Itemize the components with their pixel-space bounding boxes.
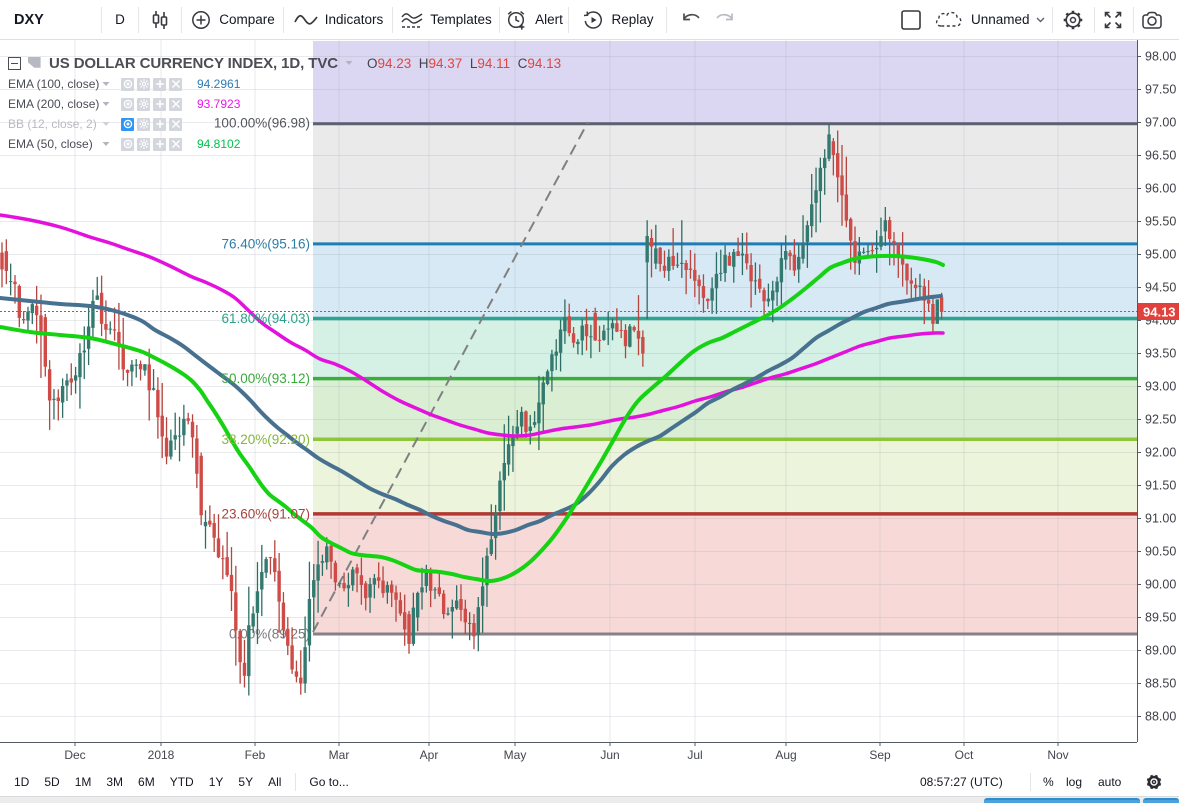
svg-text:97.00: 97.00 <box>1145 116 1176 130</box>
svg-text:Apr: Apr <box>420 748 439 762</box>
svg-text:38.20%(92.20): 38.20%(92.20) <box>221 432 310 447</box>
svg-text:91.50: 91.50 <box>1145 479 1176 493</box>
svg-text:Jun: Jun <box>600 748 619 762</box>
svg-text:Mar: Mar <box>329 748 350 762</box>
svg-text:96.50: 96.50 <box>1145 149 1176 163</box>
svg-text:100.00%(96.98): 100.00%(96.98) <box>214 116 310 131</box>
svg-text:93.00: 93.00 <box>1145 380 1176 394</box>
svg-text:Feb: Feb <box>245 748 266 762</box>
svg-text:94.50: 94.50 <box>1145 281 1176 295</box>
svg-text:Sep: Sep <box>869 748 891 762</box>
svg-text:50.00%(93.12): 50.00%(93.12) <box>221 371 310 386</box>
svg-text:91.00: 91.00 <box>1145 512 1176 526</box>
svg-text:Aug: Aug <box>775 748 796 762</box>
svg-text:93.50: 93.50 <box>1145 347 1176 361</box>
svg-text:23.60%(91.07): 23.60%(91.07) <box>221 506 310 521</box>
svg-text:90.00: 90.00 <box>1145 578 1176 592</box>
svg-text:98.00: 98.00 <box>1145 50 1176 64</box>
svg-text:92.50: 92.50 <box>1145 413 1176 427</box>
svg-text:Nov: Nov <box>1047 748 1068 762</box>
svg-text:90.50: 90.50 <box>1145 545 1176 559</box>
svg-text:Dec: Dec <box>64 748 85 762</box>
svg-text:97.50: 97.50 <box>1145 83 1176 97</box>
svg-text:76.40%(95.16): 76.40%(95.16) <box>221 236 310 251</box>
svg-text:95.00: 95.00 <box>1145 248 1176 262</box>
svg-text:Jul: Jul <box>687 748 702 762</box>
svg-text:92.00: 92.00 <box>1145 446 1176 460</box>
svg-text:Oct: Oct <box>955 748 974 762</box>
svg-text:89.00: 89.00 <box>1145 644 1176 658</box>
svg-text:96.00: 96.00 <box>1145 182 1176 196</box>
svg-text:95.50: 95.50 <box>1145 215 1176 229</box>
svg-text:88.00: 88.00 <box>1145 710 1176 724</box>
svg-text:2018: 2018 <box>148 748 175 762</box>
svg-text:94.13: 94.13 <box>1143 305 1176 320</box>
svg-text:88.50: 88.50 <box>1145 677 1176 691</box>
svg-text:May: May <box>504 748 527 762</box>
svg-text:61.80%(94.03): 61.80%(94.03) <box>221 311 310 326</box>
svg-text:89.50: 89.50 <box>1145 611 1176 625</box>
